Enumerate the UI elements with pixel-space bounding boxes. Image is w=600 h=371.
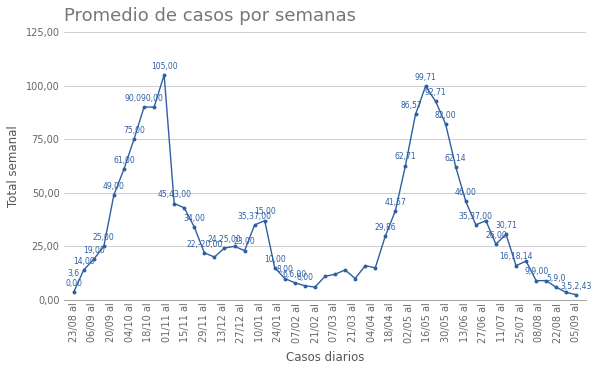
Y-axis label: Total semanal: Total semanal xyxy=(7,125,20,207)
Text: 34,00: 34,00 xyxy=(184,214,205,223)
Text: 26,00: 26,00 xyxy=(485,231,507,240)
Text: 3,5,2,43: 3,5,2,43 xyxy=(560,282,592,290)
Text: 23,00: 23,00 xyxy=(234,237,256,246)
Text: 45,43,00: 45,43,00 xyxy=(157,190,191,199)
Text: 82,00: 82,00 xyxy=(435,111,457,120)
Text: 6,6,00: 6,6,00 xyxy=(283,270,307,279)
Text: 99,71: 99,71 xyxy=(415,73,436,82)
Text: 46,00: 46,00 xyxy=(455,188,477,197)
Text: 29,86: 29,86 xyxy=(374,223,396,232)
Text: 14,00: 14,00 xyxy=(73,257,95,266)
Text: 49,00: 49,00 xyxy=(103,182,125,191)
Text: 9,9,00: 9,9,00 xyxy=(524,267,548,276)
Text: 61,00: 61,00 xyxy=(113,156,135,165)
Text: 90,090,00: 90,090,00 xyxy=(125,94,163,103)
Text: 41,57: 41,57 xyxy=(385,198,406,207)
Text: 62,14: 62,14 xyxy=(445,154,467,162)
Text: 35,37,00: 35,37,00 xyxy=(238,212,272,221)
Text: 105,00: 105,00 xyxy=(151,62,178,71)
Text: Promedio de casos por semanas: Promedio de casos por semanas xyxy=(64,7,356,25)
Text: 35,37,00: 35,37,00 xyxy=(459,212,493,221)
Text: 86,57: 86,57 xyxy=(400,101,422,110)
Text: 22,-20,00: 22,-20,00 xyxy=(186,240,223,249)
X-axis label: Casos diarios: Casos diarios xyxy=(286,351,364,364)
Text: 75,00: 75,00 xyxy=(123,126,145,135)
Text: 3,6
0,00: 3,6 0,00 xyxy=(65,269,82,288)
Text: 5,9,0: 5,9,0 xyxy=(547,274,566,283)
Text: 92,71: 92,71 xyxy=(425,88,446,97)
Text: 8,00: 8,00 xyxy=(277,265,293,274)
Text: 19,00: 19,00 xyxy=(83,246,104,255)
Text: 6,00: 6,00 xyxy=(296,273,313,282)
Text: 15,00: 15,00 xyxy=(254,207,275,217)
Text: 10,00: 10,00 xyxy=(264,255,286,264)
Text: 25,00: 25,00 xyxy=(93,233,115,242)
Text: 30,71: 30,71 xyxy=(495,221,517,230)
Text: 24,25,00: 24,25,00 xyxy=(208,235,241,244)
Text: 62,71: 62,71 xyxy=(395,152,416,161)
Text: 16,18,14: 16,18,14 xyxy=(499,253,533,262)
